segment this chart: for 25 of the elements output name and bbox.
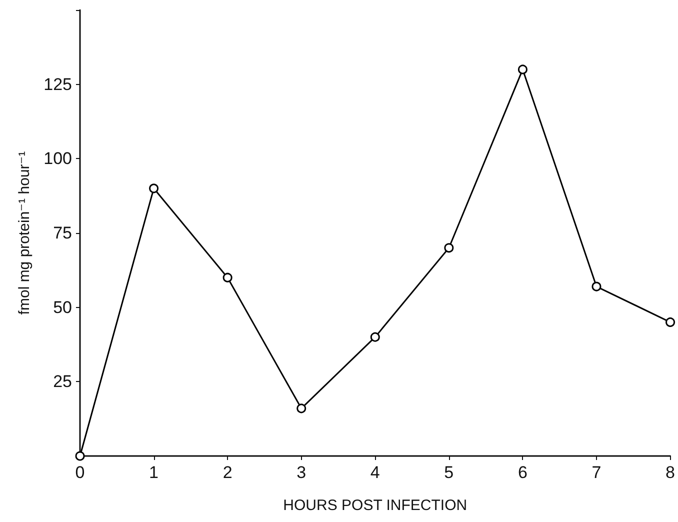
point (296, 404, 306, 414)
x-tick-label: 0 (75, 463, 85, 482)
point (518, 64, 528, 74)
y-tick-label: 100 (44, 149, 72, 168)
point (592, 282, 602, 292)
y-tick-label: 125 (44, 74, 72, 94)
point (444, 243, 454, 253)
y-tick-label: 50 (53, 298, 72, 317)
y-tick-label: 25 (53, 372, 72, 392)
point (666, 317, 676, 327)
point (370, 332, 380, 342)
x-tick-label: 6 (518, 463, 528, 482)
x-tick-label: 1 (149, 463, 159, 482)
point (222, 272, 232, 282)
x-tick-label: 5 (444, 463, 454, 482)
y-axis-title: fmol mg protein⁻¹ hour⁻¹ (16, 151, 33, 315)
x-tick-label: 3 (296, 463, 306, 482)
x-tick-label: 7 (592, 463, 602, 482)
point (75, 451, 85, 461)
x-tick-label: 8 (666, 463, 676, 482)
x-tick-label: 4 (370, 463, 380, 482)
x-axis-title: HOURS POST INFECTION (283, 497, 468, 514)
x-tick-label: 2 (222, 463, 232, 482)
y-tick-label: 75 (53, 224, 72, 242)
point (149, 184, 159, 194)
